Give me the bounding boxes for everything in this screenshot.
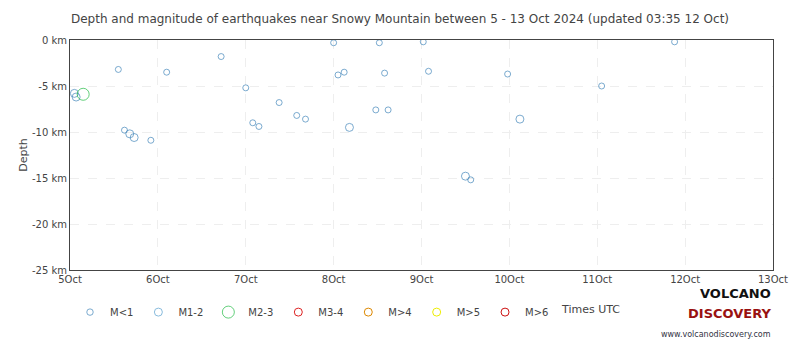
svg-text:-15 km: -15 km <box>32 173 67 184</box>
svg-text:Depth and magnitude of earthqu: Depth and magnitude of earthquakes near … <box>71 12 729 26</box>
svg-text:11Oct: 11Oct <box>582 274 612 285</box>
svg-text:DISCOVERY: DISCOVERY <box>688 306 771 321</box>
svg-text:www.volcanodiscovery.com: www.volcanodiscovery.com <box>661 330 771 339</box>
svg-text:Times UTC: Times UTC <box>561 303 620 316</box>
svg-text:5Oct: 5Oct <box>58 274 82 285</box>
svg-text:7Oct: 7Oct <box>234 274 258 285</box>
svg-text:-25 km: -25 km <box>32 265 67 276</box>
svg-text:-10 km: -10 km <box>32 127 67 138</box>
svg-text:M<1: M<1 <box>110 307 133 318</box>
svg-text:10Oct: 10Oct <box>494 274 524 285</box>
svg-text:M1-2: M1-2 <box>178 307 203 318</box>
svg-text:12Oct: 12Oct <box>670 274 700 285</box>
svg-text:M2-3: M2-3 <box>248 307 273 318</box>
svg-text:-5 km: -5 km <box>38 81 67 92</box>
svg-text:M3-4: M3-4 <box>318 307 343 318</box>
svg-text:-20 km: -20 km <box>32 219 67 230</box>
svg-text:M>5: M>5 <box>457 307 480 318</box>
svg-text:9Oct: 9Oct <box>410 274 434 285</box>
svg-text:Depth: Depth <box>17 138 30 172</box>
svg-text:13Oct: 13Oct <box>758 274 788 285</box>
svg-text:6Oct: 6Oct <box>146 274 170 285</box>
svg-text:VOLCANO: VOLCANO <box>700 286 771 301</box>
svg-text:8Oct: 8Oct <box>322 274 346 285</box>
svg-text:M>6: M>6 <box>525 307 548 318</box>
svg-text:0 km: 0 km <box>42 35 67 46</box>
svg-text:M>4: M>4 <box>388 307 411 318</box>
